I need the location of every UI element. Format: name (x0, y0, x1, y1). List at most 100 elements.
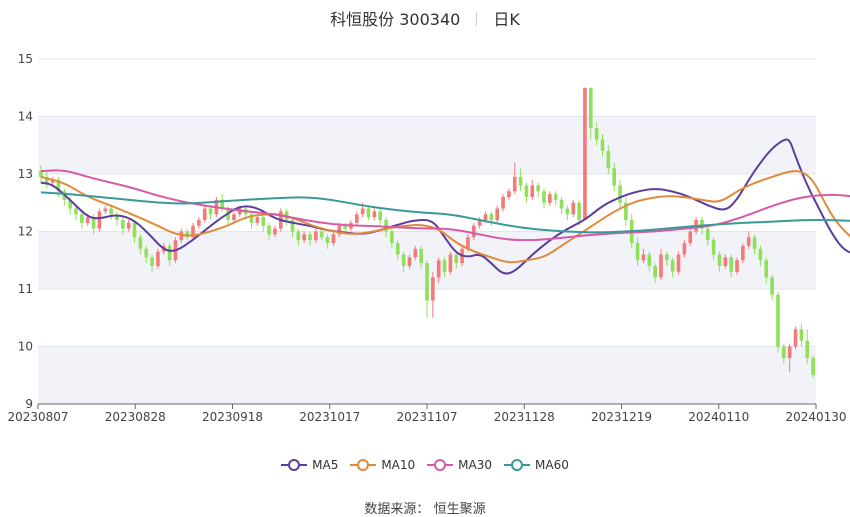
candle-body (314, 231, 318, 241)
candle-body (308, 234, 312, 241)
candle-body (354, 214, 359, 223)
candle-body (735, 260, 739, 272)
candle-body (665, 254, 669, 261)
candle-body (296, 231, 301, 241)
legend-marker-icon (504, 458, 531, 472)
candle-body (729, 257, 733, 272)
candle-body (39, 171, 43, 177)
candle-body (501, 197, 505, 209)
candle-body (431, 277, 435, 301)
legend-marker-dot (511, 459, 524, 471)
x-tick-label: 20230918 (202, 410, 263, 424)
legend-marker-icon (350, 458, 377, 472)
candle-body (202, 208, 207, 220)
y-tick-label: 9 (25, 397, 33, 411)
candle-body (261, 217, 266, 226)
candle-body (717, 254, 722, 266)
ma-line-ma60 (40, 191, 850, 234)
candle-body (612, 168, 617, 186)
y-tick-label: 13 (18, 167, 33, 181)
candle-body (548, 194, 552, 203)
ma-line-ma10 (40, 170, 850, 264)
candle-body (793, 329, 798, 347)
x-tick-label: 20230807 (7, 410, 68, 424)
candle-body (676, 254, 681, 272)
y-tick-label: 15 (18, 52, 33, 66)
candle-body (799, 329, 804, 341)
candle-body (109, 208, 113, 215)
y-axis: 9 10 11 12 13 14 15 (18, 52, 33, 411)
legend-label: MA10 (381, 458, 416, 472)
candle-body (670, 260, 675, 272)
candle-body (44, 176, 49, 183)
legend-item-ma30[interactable]: MA30 (427, 458, 492, 472)
grid-band (38, 116, 816, 174)
chart-title: 科恒股份 300340 日K (0, 6, 850, 30)
candle-body (56, 179, 61, 192)
candle-body (594, 128, 599, 140)
x-tick-label: 20231107 (396, 410, 457, 424)
candle-body (507, 191, 511, 197)
y-tick-label: 14 (18, 110, 33, 124)
candle-body (588, 87, 593, 128)
candle-body (378, 211, 383, 220)
candle-body (273, 228, 277, 235)
candle-body (290, 220, 295, 232)
candle-body (641, 254, 646, 261)
title-separator (476, 12, 478, 26)
candle-body (583, 87, 587, 220)
legend-item-ma60[interactable]: MA60 (504, 458, 569, 472)
candle-body (495, 208, 500, 220)
legend-marker-dot (357, 459, 370, 471)
candle-body (197, 220, 201, 226)
candle-body (331, 234, 336, 243)
candle-body (647, 254, 652, 266)
candle-body (624, 202, 628, 220)
candle-body (150, 257, 154, 266)
candle-body (413, 248, 418, 258)
candle-body (606, 151, 611, 169)
candle-body (302, 234, 306, 241)
candle-body (454, 254, 459, 264)
x-tick-label: 20240110 (688, 410, 749, 424)
ma-line-ma30 (40, 169, 850, 242)
candle-body (80, 214, 84, 223)
candle-body (811, 358, 815, 376)
candle-body (436, 260, 441, 278)
stock-name: 科恒股份 300340 (330, 10, 461, 29)
candle-body (74, 208, 78, 215)
candle-body (121, 220, 125, 229)
legend-item-ma10[interactable]: MA10 (350, 458, 415, 472)
candle-body (191, 225, 195, 238)
candle-body (360, 208, 365, 215)
legend: MA5 MA10 MA30 MA60 (0, 458, 850, 475)
candle-body (91, 217, 96, 229)
candle-body (758, 248, 763, 261)
candle-body (401, 254, 406, 266)
x-tick-label: 20231128 (494, 410, 555, 424)
candle-body (741, 245, 745, 261)
candle-body (249, 214, 254, 223)
candle-body (372, 211, 377, 218)
candle-body (138, 237, 143, 249)
candle-body (471, 225, 476, 238)
x-tick-label: 20231219 (591, 410, 652, 424)
candle-body (618, 185, 622, 203)
candle-body (571, 202, 576, 215)
source-label: 数据来源： (364, 502, 430, 517)
candle-body (85, 217, 90, 223)
candle-body (50, 179, 55, 183)
y-tick-label: 12 (18, 225, 33, 239)
candle-body (232, 214, 236, 220)
candle-body (723, 257, 728, 266)
candle-body (343, 225, 347, 229)
source-provider: 恒生聚源 (433, 502, 486, 517)
candle-body (407, 257, 412, 266)
candle-body (167, 245, 172, 261)
candle-body (267, 225, 271, 235)
candle-body (577, 202, 581, 220)
candle-body (489, 214, 494, 220)
candle-body (682, 243, 687, 255)
legend-item-ma5[interactable]: MA5 (281, 458, 338, 472)
x-axis: 20230807 20230828 20230918 20231017 20231107… (7, 403, 847, 424)
